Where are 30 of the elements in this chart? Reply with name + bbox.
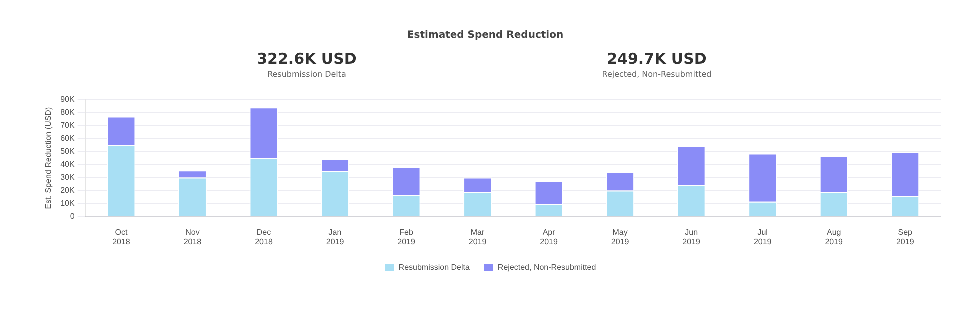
y-axis-title: Est. Spend Reduction (USD) — [44, 107, 54, 210]
y-tick-label: 70K — [60, 121, 76, 130]
x-tick-label: Oct 2018 — [112, 228, 131, 246]
y-tick-label: 80K — [60, 108, 76, 118]
text: Rejected, Non-Resubmitted — [601, 70, 713, 79]
text: Resubmission Delta — [266, 70, 348, 79]
x-tick-label: Jul 2019 — [754, 228, 772, 246]
x-tick-label: Jun 2019 — [682, 228, 702, 246]
x-tick-label: Dec 2018 — [255, 228, 274, 246]
x-tick-label: May 2019 — [611, 228, 630, 246]
legend-label: Rejected, Non-Resubmitted — [498, 263, 596, 272]
y-tick-label: 30K — [60, 173, 76, 182]
x-tick-label: Sep 2019 — [896, 228, 915, 246]
y-tick-label: 60K — [60, 134, 76, 144]
x-tick-label: Feb 2019 — [398, 228, 416, 246]
legend-label: Resubmission Delta — [398, 263, 470, 272]
y-tick-label: 0 — [70, 212, 76, 222]
y-tick-label: 20K — [60, 186, 76, 196]
chart-title: Estimated Spend Reduction — [406, 30, 565, 41]
y-tick-label: 50K — [60, 147, 76, 156]
x-tick-label: Nov 2018 — [184, 228, 202, 246]
x-tick-label: Aug 2019 — [825, 228, 844, 246]
y-tick-label: 10K — [60, 199, 76, 208]
y-tick-label: 40K — [60, 160, 76, 170]
text: 249.7K USD — [606, 50, 708, 68]
y-tick-label: 90K — [60, 95, 76, 104]
x-tick-label: Apr 2019 — [540, 228, 558, 246]
x-tick-label: Jan 2019 — [326, 228, 345, 246]
text: 322.6K USD — [256, 50, 358, 68]
x-tick-label: Mar 2019 — [468, 228, 488, 246]
